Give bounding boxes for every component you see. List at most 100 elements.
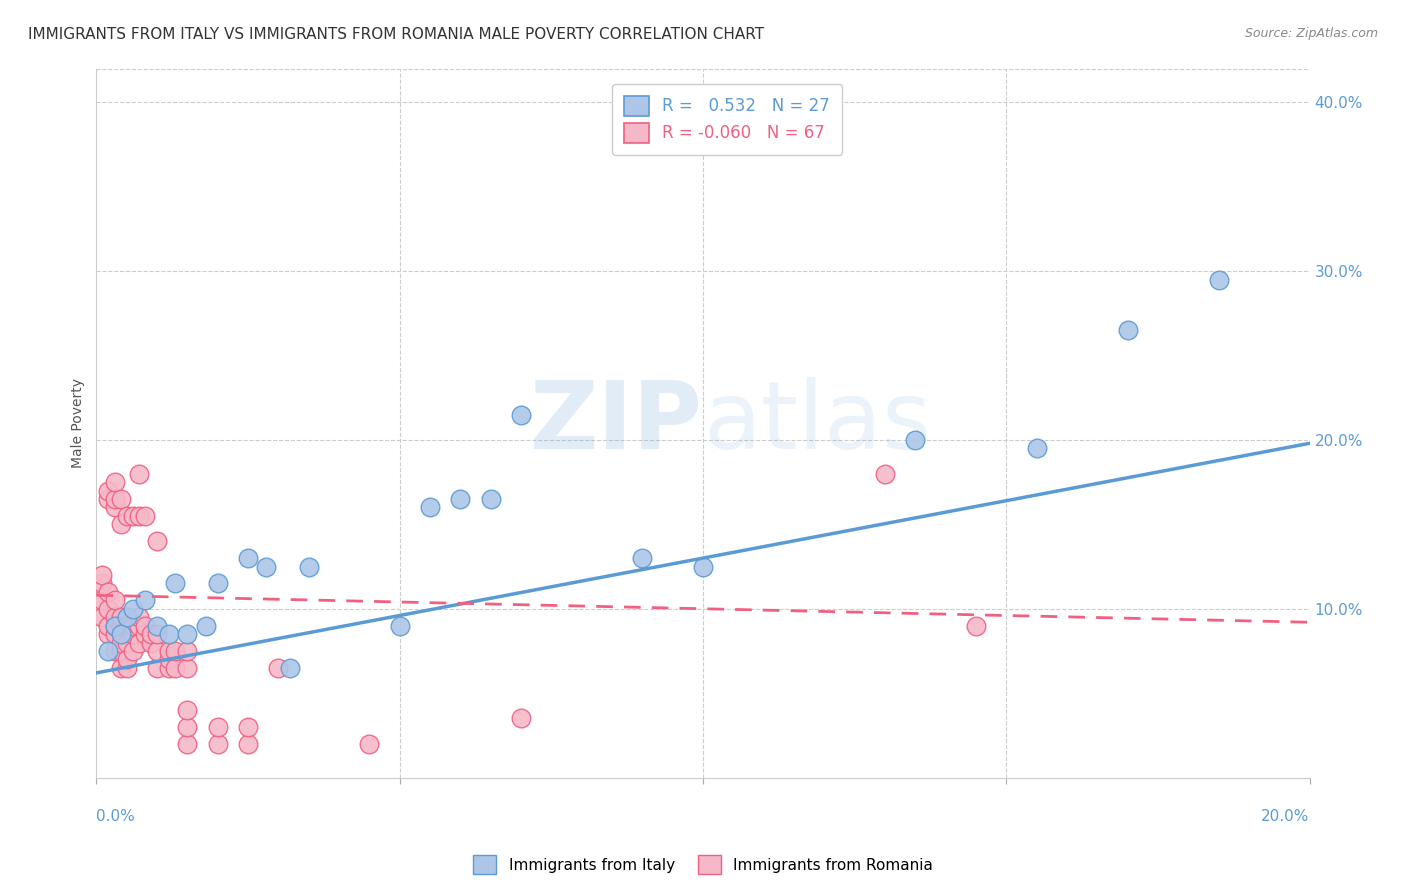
Point: [157, 652, 180, 666]
Text: IMMIGRANTS FROM ITALY VS IMMIGRANTS FROM ROMANIA MALE POVERTY CORRELATION CHART: IMMIGRANTS FROM ITALY VS IMMIGRANTS FROM…: [28, 27, 765, 42]
Point: [97, 483, 120, 498]
Point: [110, 618, 132, 632]
Point: [110, 661, 132, 675]
Point: [449, 491, 471, 506]
Point: [115, 508, 138, 523]
Point: [91, 568, 114, 582]
Point: [157, 627, 180, 641]
Point: [134, 508, 156, 523]
Point: [479, 491, 502, 506]
Point: [157, 661, 180, 675]
Point: [236, 720, 259, 734]
Point: [110, 517, 132, 532]
Point: [207, 737, 229, 751]
Point: [176, 644, 198, 658]
Point: [128, 618, 150, 632]
Point: [176, 627, 198, 641]
Point: [115, 661, 138, 675]
Point: [103, 500, 125, 515]
Point: [103, 618, 125, 632]
Y-axis label: Male Poverty: Male Poverty: [72, 378, 86, 468]
Point: [91, 576, 114, 591]
Legend: R =   0.532   N = 27, R = -0.060   N = 67: R = 0.532 N = 27, R = -0.060 N = 67: [613, 84, 842, 154]
Point: [419, 500, 441, 515]
Point: [103, 627, 125, 641]
Point: [965, 618, 987, 632]
Point: [110, 491, 132, 506]
Point: [97, 601, 120, 615]
Point: [904, 433, 927, 447]
Point: [121, 627, 143, 641]
Point: [128, 610, 150, 624]
Text: 0.0%: 0.0%: [97, 809, 135, 824]
Point: [1208, 272, 1230, 286]
Point: [128, 467, 150, 481]
Point: [97, 618, 120, 632]
Point: [103, 610, 125, 624]
Point: [103, 618, 125, 632]
Point: [510, 711, 533, 725]
Legend: Immigrants from Italy, Immigrants from Romania: Immigrants from Italy, Immigrants from R…: [467, 849, 939, 880]
Point: [692, 559, 714, 574]
Point: [134, 593, 156, 607]
Point: [121, 618, 143, 632]
Point: [207, 720, 229, 734]
Point: [236, 737, 259, 751]
Point: [115, 610, 138, 624]
Point: [254, 559, 277, 574]
Point: [359, 737, 381, 751]
Point: [146, 618, 169, 632]
Point: [97, 627, 120, 641]
Point: [91, 593, 114, 607]
Point: [207, 576, 229, 591]
Point: [236, 551, 259, 566]
Point: [139, 635, 162, 649]
Point: [176, 737, 198, 751]
Text: 20.0%: 20.0%: [1261, 809, 1309, 824]
Point: [134, 618, 156, 632]
Point: [115, 635, 138, 649]
Point: [165, 644, 187, 658]
Point: [128, 508, 150, 523]
Point: [388, 618, 411, 632]
Point: [146, 627, 169, 641]
Point: [134, 627, 156, 641]
Point: [510, 408, 533, 422]
Point: [110, 610, 132, 624]
Point: [1025, 442, 1047, 456]
Point: [280, 661, 302, 675]
Point: [267, 661, 290, 675]
Text: atlas: atlas: [703, 377, 931, 469]
Text: Source: ZipAtlas.com: Source: ZipAtlas.com: [1244, 27, 1378, 40]
Point: [146, 661, 169, 675]
Point: [176, 661, 198, 675]
Point: [146, 534, 169, 549]
Point: [146, 644, 169, 658]
Point: [97, 585, 120, 599]
Point: [97, 491, 120, 506]
Point: [176, 720, 198, 734]
Point: [91, 610, 114, 624]
Point: [121, 601, 143, 615]
Point: [103, 644, 125, 658]
Point: [176, 703, 198, 717]
Point: [110, 644, 132, 658]
Text: ZIP: ZIP: [530, 377, 703, 469]
Point: [128, 635, 150, 649]
Point: [165, 576, 187, 591]
Point: [115, 652, 138, 666]
Point: [139, 627, 162, 641]
Point: [110, 627, 132, 641]
Point: [165, 661, 187, 675]
Point: [298, 559, 321, 574]
Point: [115, 618, 138, 632]
Point: [97, 644, 120, 658]
Point: [121, 508, 143, 523]
Point: [1116, 323, 1139, 337]
Point: [157, 644, 180, 658]
Point: [103, 475, 125, 490]
Point: [121, 644, 143, 658]
Point: [103, 593, 125, 607]
Point: [873, 467, 896, 481]
Point: [631, 551, 654, 566]
